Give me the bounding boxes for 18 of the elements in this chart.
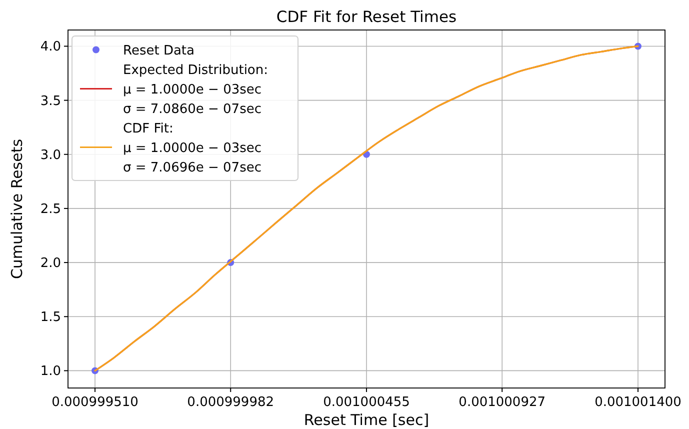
y-tick-label: 1.5 bbox=[40, 310, 61, 326]
y-tick-label: 3.0 bbox=[40, 148, 61, 163]
legend-label: CDF Fit: μ = 1.0000e − 03sec σ = 7.0696e − 07sec bbox=[123, 122, 262, 176]
y-tick-label: 2.0 bbox=[40, 256, 61, 272]
y-tick-label: 2.5 bbox=[40, 202, 61, 217]
x-tick-label: 0.001001400 bbox=[594, 395, 682, 410]
x-axis-title: Reset Time [sec] bbox=[304, 411, 430, 429]
y-tick-label: 1.0 bbox=[40, 364, 61, 380]
x-tick-label: 0.000999510 bbox=[52, 395, 138, 410]
y-tick-label: 3.5 bbox=[40, 94, 61, 109]
y-axis-title: Cumulative Resets bbox=[8, 138, 26, 280]
legend-label: Reset Data bbox=[123, 44, 194, 58]
x-tick-label: 0.001000927 bbox=[458, 395, 546, 410]
chart-title: CDF Fit for Reset Times bbox=[276, 8, 457, 26]
x-tick-label: 0.001000455 bbox=[323, 395, 410, 410]
x-tick-label: 0.000999982 bbox=[187, 395, 274, 410]
y-tick-label: 4.0 bbox=[40, 40, 61, 55]
legend-label: Expected Distribution: μ = 1.0000e − 03sec σ = 7.0860e − 07sec bbox=[123, 63, 268, 117]
